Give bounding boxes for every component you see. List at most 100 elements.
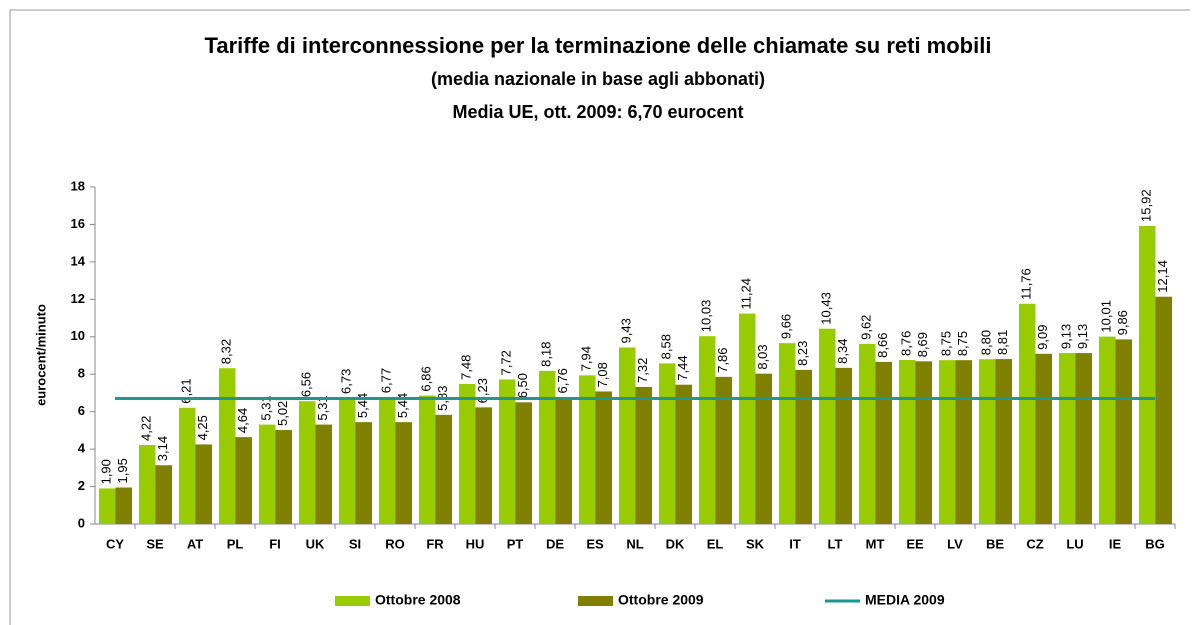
bar: [115, 487, 132, 524]
x-tick-label: PL: [227, 536, 244, 551]
bar: [1059, 353, 1076, 524]
bar: [1139, 225, 1156, 525]
legend-label: Ottobre 2008: [375, 592, 461, 608]
bar: [675, 384, 692, 524]
data-label: 5,31: [259, 395, 274, 420]
legend-swatch: [335, 596, 370, 606]
data-label: 15,92: [1139, 189, 1154, 222]
bar: [139, 444, 156, 524]
bar: [739, 313, 756, 524]
legend-label: Ottobre 2009: [618, 592, 704, 608]
data-label: 6,76: [555, 368, 570, 393]
bar: [699, 336, 716, 524]
bar: [659, 363, 676, 524]
data-label: 7,44: [675, 355, 690, 380]
data-label: 9,66: [779, 314, 794, 339]
bar: [755, 373, 772, 524]
data-label: 9,62: [859, 315, 874, 340]
data-label: 6,50: [515, 373, 530, 398]
bar: [355, 422, 372, 524]
data-label: 6,23: [475, 378, 490, 403]
data-label: 4,25: [195, 415, 210, 440]
x-tick-label: LT: [828, 536, 843, 551]
data-label: 1,95: [115, 458, 130, 483]
bar: [1075, 353, 1092, 524]
x-tick-label: EE: [906, 536, 924, 551]
data-label: 8,75: [939, 331, 954, 356]
y-tick-label: 6: [78, 403, 85, 418]
x-tick-label: DK: [666, 536, 685, 551]
bar: [475, 407, 492, 524]
bar: [219, 368, 236, 524]
data-label: 8,32: [219, 339, 234, 364]
bar: [259, 424, 276, 524]
data-label: 4,64: [235, 408, 250, 433]
legend-swatch: [578, 596, 613, 606]
data-label: 9,09: [1035, 325, 1050, 350]
bar: [995, 359, 1012, 524]
bar: [1115, 339, 1132, 524]
bar: [555, 397, 572, 524]
bar: [379, 397, 396, 524]
bar: [1155, 296, 1172, 524]
bar: [99, 488, 116, 524]
x-tick-label: RO: [385, 536, 405, 551]
data-label: 9,13: [1059, 324, 1074, 349]
bar: [579, 375, 596, 524]
data-label: 6,73: [339, 369, 354, 394]
data-label: 7,72: [499, 350, 514, 375]
bar: [395, 422, 412, 524]
data-label: 1,90: [99, 459, 114, 484]
x-tick-label: EL: [707, 536, 724, 551]
x-tick-label: CZ: [1026, 536, 1043, 551]
data-label: 9,43: [619, 318, 634, 343]
bar: [435, 414, 452, 524]
bar: [899, 359, 916, 524]
y-tick-label: 18: [71, 178, 85, 193]
data-label: 8,81: [995, 330, 1010, 355]
bar: [835, 367, 852, 524]
bar: [715, 376, 732, 524]
bar: [619, 347, 636, 524]
data-label: 11,24: [739, 278, 754, 310]
y-tick-label: 8: [78, 366, 85, 381]
chart-subtitle: (media nazionale in base agli abbonati): [431, 69, 765, 89]
bar: [1019, 303, 1036, 524]
y-tick-label: 2: [78, 478, 85, 493]
data-label: 3,14: [155, 436, 170, 461]
data-label: 8,18: [539, 342, 554, 367]
bar: [875, 361, 892, 524]
chart-border: [9, 9, 1190, 625]
x-tick-label: LU: [1066, 536, 1083, 551]
data-label: 8,23: [795, 341, 810, 366]
x-tick-label: BG: [1145, 536, 1165, 551]
x-tick-label: LV: [947, 536, 963, 551]
data-label: 8,58: [659, 334, 674, 359]
bar: [459, 383, 476, 524]
data-label: 10,43: [819, 292, 834, 325]
y-tick-label: 4: [78, 441, 86, 456]
bar: [275, 430, 292, 524]
bar: [515, 402, 532, 524]
data-label: 5,02: [275, 401, 290, 426]
data-label: 11,76: [1019, 268, 1034, 300]
bar: [915, 361, 932, 524]
data-label: 8,69: [915, 332, 930, 357]
data-label: 7,08: [595, 362, 610, 387]
x-tick-label: BE: [986, 536, 1004, 551]
bar: [595, 391, 612, 524]
x-tick-label: IT: [789, 536, 801, 551]
bar: [299, 401, 316, 524]
data-label: 7,94: [579, 346, 594, 371]
bar: [979, 359, 996, 524]
bar: [419, 395, 436, 524]
x-tick-label: DE: [546, 536, 564, 551]
x-tick-label: ES: [586, 536, 604, 551]
data-label: 12,14: [1155, 260, 1170, 293]
bar: [539, 370, 556, 524]
legend-label: MEDIA 2009: [865, 592, 945, 608]
bar: [635, 386, 652, 524]
data-label: 8,75: [955, 331, 970, 356]
data-label: 7,32: [635, 358, 650, 383]
